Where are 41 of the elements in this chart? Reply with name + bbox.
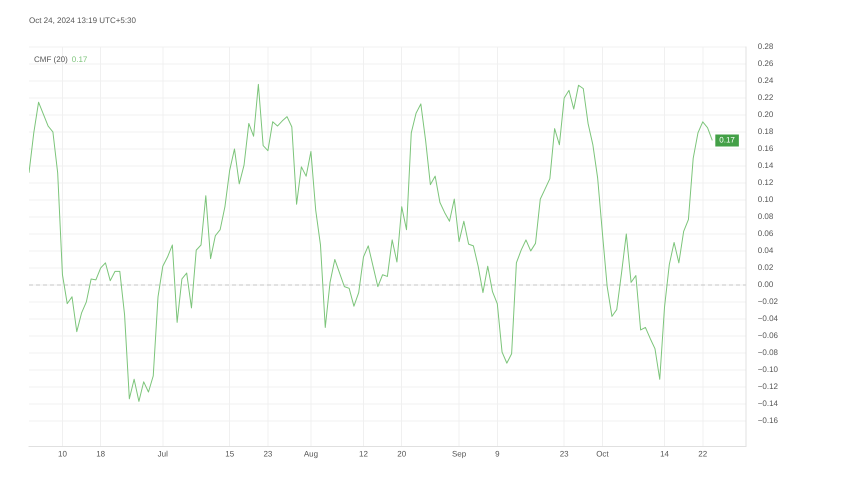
y-tick-label: 0.22: [758, 93, 774, 102]
x-tick-label: 10: [58, 449, 68, 458]
y-tick-label: −0.06: [758, 331, 779, 340]
y-tick-label: 0.20: [758, 110, 774, 120]
y-tick-label: 0.04: [758, 246, 774, 256]
y-tick-label: 0.26: [758, 59, 774, 68]
y-tick-label: 0.00: [758, 280, 774, 290]
x-tick-label: 15: [225, 449, 235, 458]
y-tick-label: 0.02: [758, 263, 774, 272]
y-tick-label: 0.14: [758, 161, 774, 170]
y-tick-label: 0.18: [758, 127, 774, 136]
text: 0.17: [72, 55, 88, 64]
x-tick-label: 22: [698, 449, 708, 458]
x-tick-label: 23: [560, 449, 570, 458]
y-tick-label: −0.08: [758, 348, 779, 358]
y-tick-label: −0.14: [758, 399, 779, 408]
y-tick-label: 0.24: [758, 76, 774, 86]
y-tick-label: 0.08: [758, 212, 774, 222]
x-tick-label: Oct: [596, 449, 610, 458]
x-tick-label: Sep: [452, 449, 467, 458]
y-tick-label: −0.10: [758, 365, 779, 374]
y-tick-label: −0.04: [758, 314, 779, 324]
x-tick-label: 9: [495, 449, 500, 458]
y-tick-label: 0.28: [758, 42, 774, 52]
x-tick-label: 20: [397, 449, 407, 458]
y-tick-label: −0.02: [758, 297, 779, 306]
x-tick-label: 14: [660, 449, 670, 458]
x-tick-label: 23: [263, 449, 273, 458]
y-tick-label: −0.12: [758, 382, 779, 392]
y-tick-label: 0.10: [758, 195, 774, 204]
chart-title: Oct 24, 2024 13:19 UTC+5:30: [29, 16, 136, 25]
y-tick-label: 0.16: [758, 144, 774, 154]
x-tick-label: 18: [96, 449, 106, 458]
text: CMF (20): [34, 55, 68, 64]
y-tick-label: 0.06: [758, 229, 774, 238]
x-tick-label: Jul: [158, 449, 168, 458]
data-label: 0.17: [719, 136, 736, 145]
y-tick-label: 0.12: [758, 178, 774, 188]
x-tick-label: Aug: [304, 449, 318, 458]
y-tick-label: −0.16: [758, 416, 779, 426]
x-tick-label: 12: [359, 449, 368, 458]
